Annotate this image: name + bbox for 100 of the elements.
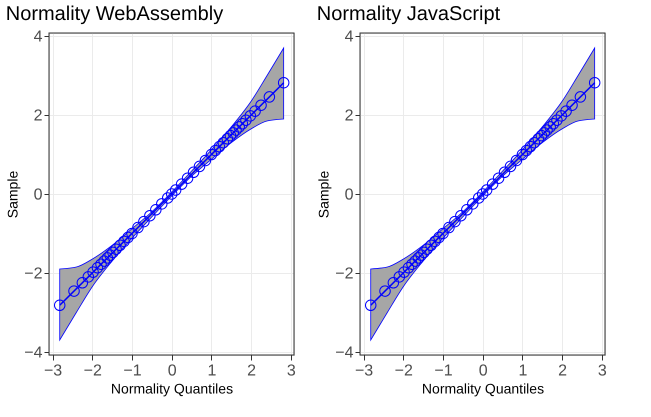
point (166, 188, 178, 200)
point (104, 249, 116, 261)
point (437, 228, 449, 240)
y-tick-label: 4 (344, 28, 354, 46)
point (472, 192, 484, 204)
point (394, 271, 406, 283)
point (467, 198, 479, 210)
point (214, 140, 226, 152)
point (541, 124, 553, 136)
x-tick-label: −2 (84, 362, 102, 380)
point (364, 300, 376, 312)
point (480, 184, 492, 196)
point (433, 232, 445, 244)
point (222, 133, 234, 144)
point (233, 121, 245, 133)
point (278, 76, 290, 88)
point (412, 252, 424, 264)
x-axis-title: Normality Quantiles (110, 380, 234, 396)
x-tick-label: 3 (286, 362, 296, 380)
x-tick-label: −1 (123, 362, 142, 380)
point (76, 277, 88, 289)
point (398, 266, 410, 278)
y-tick-label: 2 (344, 108, 354, 125)
point (249, 105, 261, 117)
point (388, 277, 400, 289)
x-axis-title: Normality Quantiles (422, 380, 544, 396)
point (182, 172, 194, 184)
point (194, 160, 206, 172)
y-axis-title: Sample (315, 170, 332, 218)
point (492, 172, 504, 184)
point (556, 110, 568, 122)
point (176, 178, 188, 190)
point (102, 252, 114, 264)
y-tick-label: 0 (34, 186, 43, 204)
point (264, 91, 276, 103)
y-tick-label: −2 (335, 265, 354, 282)
point (566, 99, 578, 111)
point (551, 114, 563, 126)
point (415, 249, 427, 261)
point (528, 136, 540, 148)
y-tick-label: −4 (24, 344, 43, 362)
point (425, 240, 437, 252)
point (418, 246, 430, 258)
point (210, 144, 222, 156)
point (68, 285, 80, 297)
point (524, 140, 536, 152)
point (224, 130, 236, 142)
x-tick-label: 3 (598, 362, 607, 380)
y-tick-label: 0 (344, 186, 354, 204)
point (82, 271, 94, 283)
x-tick-label: 2 (558, 362, 568, 380)
point (476, 188, 488, 200)
point (95, 258, 107, 270)
point (536, 130, 548, 142)
x-tick-label: −1 (434, 362, 453, 380)
x-tick-label: 0 (478, 362, 488, 380)
y-tick-label: −4 (335, 344, 354, 362)
y-tick-label: 2 (34, 108, 43, 125)
point (520, 144, 532, 156)
x-tick-label: 0 (168, 362, 177, 380)
point (107, 246, 119, 258)
point (429, 236, 441, 248)
point (240, 114, 252, 126)
point (461, 204, 473, 216)
x-tick-label: −3 (44, 362, 62, 380)
point (132, 222, 144, 234)
point (402, 262, 414, 274)
point (54, 300, 66, 312)
point (118, 236, 130, 248)
point (162, 192, 174, 204)
point (218, 136, 230, 148)
point (455, 210, 467, 222)
point (228, 127, 239, 139)
point (230, 124, 242, 136)
point (156, 198, 168, 210)
y-axis-title: Sample (4, 170, 20, 218)
chart-title: Normality WebAssembly (6, 3, 224, 26)
point (122, 232, 134, 244)
point (504, 160, 516, 172)
point (510, 154, 522, 166)
point (150, 204, 162, 216)
point (87, 266, 99, 278)
x-tick-label: 1 (518, 362, 528, 380)
point (421, 244, 433, 255)
point (449, 216, 461, 228)
point (138, 216, 150, 228)
point (588, 76, 600, 88)
x-tick-label: −2 (394, 362, 413, 380)
point (144, 210, 156, 222)
point (548, 118, 560, 130)
y-tick-label: −2 (24, 265, 43, 282)
point (200, 154, 212, 166)
point (206, 148, 218, 160)
point (170, 184, 182, 196)
y-tick-label: 4 (34, 28, 43, 46)
point (516, 148, 528, 160)
point (244, 110, 256, 122)
point (114, 240, 126, 252)
point (544, 121, 556, 133)
point (574, 91, 586, 103)
